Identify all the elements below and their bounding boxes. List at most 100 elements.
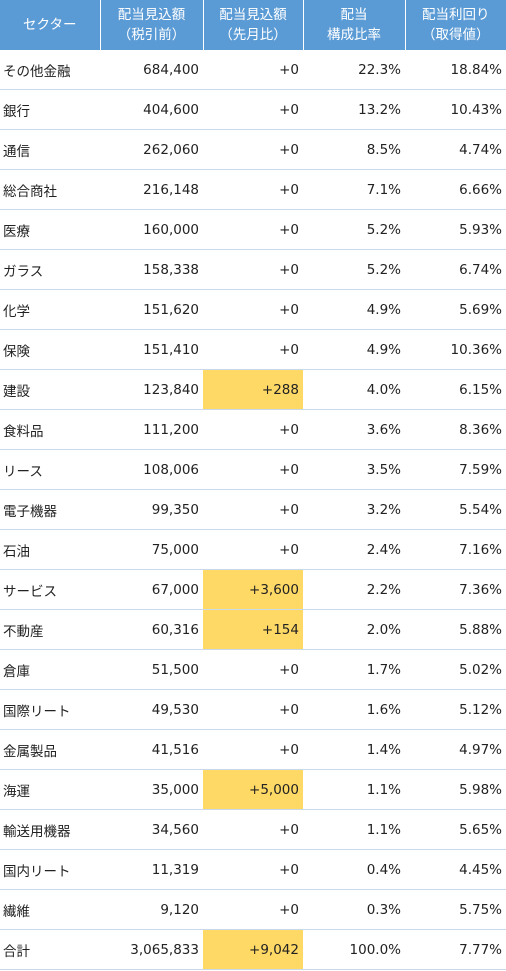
- value-cell: 7.16%: [405, 529, 506, 570]
- value-cell: 5.02%: [405, 649, 506, 690]
- value-cell: +9,042: [203, 929, 303, 970]
- value-cell: +0: [203, 809, 303, 850]
- header-row: セクター 配当見込額 （税引前） 配当見込額 （先月比） 配当 構成比率 配当利回り （取得値）: [0, 0, 506, 50]
- header-text: 配当見込額: [117, 7, 186, 23]
- value-cell: +154: [203, 609, 303, 650]
- value-cell: 404,600: [100, 89, 203, 130]
- value-cell: 151,620: [100, 289, 203, 330]
- value-cell: 67,000: [100, 569, 203, 610]
- value-cell: 10.43%: [405, 89, 506, 130]
- value-cell: 7.77%: [405, 929, 506, 970]
- value-cell: +0: [203, 289, 303, 330]
- value-cell: 10.36%: [405, 329, 506, 370]
- sector-cell: ガラス: [0, 249, 100, 290]
- value-cell: +0: [203, 449, 303, 490]
- sector-cell: 倉庫: [0, 649, 100, 690]
- table-row: 石油 75,000 +0 2.4% 7.16%: [0, 529, 506, 570]
- table-row: 保険 151,410 +0 4.9% 10.36%: [0, 329, 506, 370]
- value-cell: 2.2%: [303, 569, 405, 610]
- value-cell: 13.2%: [303, 89, 405, 130]
- value-cell: +0: [203, 169, 303, 210]
- value-cell: 60,316: [100, 609, 203, 650]
- table-row: 通信 262,060 +0 8.5% 4.74%: [0, 129, 506, 170]
- value-cell: 262,060: [100, 129, 203, 170]
- header-text: （取得値）: [422, 27, 490, 43]
- value-cell: 684,400: [100, 50, 203, 90]
- value-cell: 4.97%: [405, 729, 506, 770]
- value-cell: 6.15%: [405, 369, 506, 410]
- value-cell: +0: [203, 649, 303, 690]
- sector-cell: 海運: [0, 769, 100, 810]
- table-row: 化学 151,620 +0 4.9% 5.69%: [0, 289, 506, 330]
- value-cell: 5.75%: [405, 889, 506, 930]
- header-cell: 配当 構成比率: [303, 0, 406, 50]
- table-row: 国内リート 11,319 +0 0.4% 4.45%: [0, 849, 506, 890]
- value-cell: 4.74%: [405, 129, 506, 170]
- value-cell: 1.6%: [303, 689, 405, 730]
- value-cell: 75,000: [100, 529, 203, 570]
- value-cell: 22.3%: [303, 50, 405, 90]
- header-text: （先月比）: [219, 27, 287, 43]
- value-cell: 7.1%: [303, 169, 405, 210]
- sector-cell: 石油: [0, 529, 100, 570]
- sector-cell: 国際リート: [0, 689, 100, 730]
- value-cell: 7.36%: [405, 569, 506, 610]
- value-cell: 3.2%: [303, 489, 405, 530]
- sector-cell: 食料品: [0, 409, 100, 450]
- sector-cell: サービス: [0, 569, 100, 610]
- value-cell: 5.2%: [303, 209, 405, 250]
- value-cell: 3.5%: [303, 449, 405, 490]
- sector-cell: 輸送用機器: [0, 809, 100, 850]
- value-cell: 11,319: [100, 849, 203, 890]
- sector-cell: その他金融: [0, 50, 100, 90]
- table-row: リース 108,006 +0 3.5% 7.59%: [0, 449, 506, 490]
- header-text: 構成比率: [327, 27, 381, 43]
- sector-cell: 保険: [0, 329, 100, 370]
- sector-cell: 金属製品: [0, 729, 100, 770]
- table-row: 医療 160,000 +0 5.2% 5.93%: [0, 209, 506, 250]
- value-cell: 1.1%: [303, 769, 405, 810]
- table-row: 銀行 404,600 +0 13.2% 10.43%: [0, 89, 506, 130]
- sector-cell: 電子機器: [0, 489, 100, 530]
- value-cell: 4.9%: [303, 329, 405, 370]
- value-cell: +5,000: [203, 769, 303, 810]
- value-cell: 7.59%: [405, 449, 506, 490]
- value-cell: 4.9%: [303, 289, 405, 330]
- value-cell: 123,840: [100, 369, 203, 410]
- value-cell: 216,148: [100, 169, 203, 210]
- value-cell: 35,000: [100, 769, 203, 810]
- value-cell: +0: [203, 329, 303, 370]
- value-cell: +0: [203, 689, 303, 730]
- table-row: サービス 67,000 +3,600 2.2% 7.36%: [0, 569, 506, 610]
- value-cell: +0: [203, 249, 303, 290]
- table-row: 倉庫 51,500 +0 1.7% 5.02%: [0, 649, 506, 690]
- value-cell: 4.45%: [405, 849, 506, 890]
- table-row: 食料品 111,200 +0 3.6% 8.36%: [0, 409, 506, 450]
- table-row: 輸送用機器 34,560 +0 1.1% 5.65%: [0, 809, 506, 850]
- sector-cell: 繊維: [0, 889, 100, 930]
- value-cell: +0: [203, 50, 303, 90]
- value-cell: 3.6%: [303, 409, 405, 450]
- value-cell: 4.0%: [303, 369, 405, 410]
- value-cell: 5.69%: [405, 289, 506, 330]
- sector-cell: 合計: [0, 929, 100, 970]
- value-cell: 18.84%: [405, 50, 506, 90]
- value-cell: 99,350: [100, 489, 203, 530]
- value-cell: 41,516: [100, 729, 203, 770]
- value-cell: +0: [203, 889, 303, 930]
- value-cell: 100.0%: [303, 929, 405, 970]
- sector-cell: 建設: [0, 369, 100, 410]
- value-cell: 5.12%: [405, 689, 506, 730]
- value-cell: 151,410: [100, 329, 203, 370]
- value-cell: 111,200: [100, 409, 203, 450]
- value-cell: 8.5%: [303, 129, 405, 170]
- table-row: 合計 3,065,833 +9,042 100.0% 7.77%: [0, 929, 506, 970]
- value-cell: +288: [203, 369, 303, 410]
- header-text: 配当利回り: [422, 7, 490, 23]
- table-row: 繊維 9,120 +0 0.3% 5.75%: [0, 889, 506, 930]
- value-cell: 5.98%: [405, 769, 506, 810]
- value-cell: 5.88%: [405, 609, 506, 650]
- value-cell: 5.54%: [405, 489, 506, 530]
